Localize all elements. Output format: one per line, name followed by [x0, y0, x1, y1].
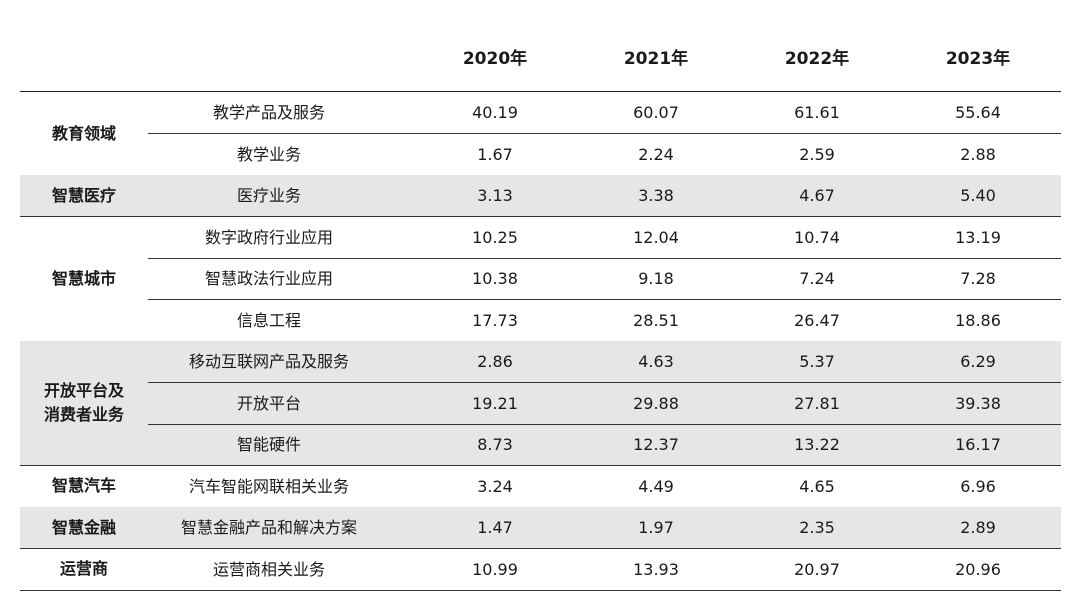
table-group: 智慧医疗 医疗业务 3.13 3.38 4.67 5.40 [20, 175, 1061, 217]
value-cell: 7.24 [757, 258, 877, 300]
table-group: 智慧城市 数字政府行业应用 10.25 12.04 10.74 13.19 智慧政法行业应用… [20, 217, 1061, 342]
value-cell: 40.19 [435, 92, 555, 134]
value-cell: 4.67 [757, 175, 877, 217]
table-row: 医疗业务 3.13 3.38 4.67 5.40 [20, 175, 1061, 217]
value-cell: 29.88 [596, 383, 716, 425]
table-row: 汽车智能网联相关业务 3.24 4.49 4.65 6.96 [20, 466, 1061, 508]
row-item-label: 运营商相关业务 [148, 549, 390, 591]
value-cell: 13.19 [918, 217, 1038, 259]
value-cell: 12.04 [596, 217, 716, 259]
value-cell: 8.73 [435, 424, 555, 466]
value-cell: 10.74 [757, 217, 877, 259]
value-cell: 10.99 [435, 549, 555, 591]
value-cell: 5.37 [757, 341, 877, 383]
table-row: 信息工程 17.73 28.51 26.47 18.86 [20, 300, 1061, 342]
value-cell: 9.18 [596, 258, 716, 300]
table-row: 智慧政法行业应用 10.38 9.18 7.24 7.28 [20, 258, 1061, 300]
year-header: 2023年 [918, 44, 1038, 69]
row-item-label: 智能硬件 [148, 424, 390, 466]
value-cell: 3.38 [596, 175, 716, 217]
table-row: 移动互联网产品及服务 2.86 4.63 5.37 6.29 [20, 341, 1061, 383]
value-cell: 4.49 [596, 466, 716, 508]
table-group: 教育领域 教学产品及服务 40.19 60.07 61.61 55.64 教学业务 1.67 2… [20, 92, 1061, 175]
table-group: 智慧金融 智慧金融产品和解决方案 1.47 1.97 2.35 2.89 [20, 507, 1061, 549]
value-cell: 1.67 [435, 134, 555, 176]
value-cell: 10.25 [435, 217, 555, 259]
table-row: 运营商相关业务 10.99 13.93 20.97 20.96 [20, 549, 1061, 591]
value-cell: 27.81 [757, 383, 877, 425]
table-group: 智慧汽车 汽车智能网联相关业务 3.24 4.49 4.65 6.96 [20, 466, 1061, 508]
value-cell: 7.28 [918, 258, 1038, 300]
value-cell: 6.96 [918, 466, 1038, 508]
row-item-label: 数字政府行业应用 [148, 217, 390, 259]
table-row: 数字政府行业应用 10.25 12.04 10.74 13.19 [20, 217, 1061, 259]
value-cell: 1.47 [435, 507, 555, 549]
value-cell: 19.21 [435, 383, 555, 425]
row-item-label: 教学业务 [148, 134, 390, 176]
value-cell: 61.61 [757, 92, 877, 134]
row-item-label: 移动互联网产品及服务 [148, 341, 390, 383]
value-cell: 26.47 [757, 300, 877, 342]
value-cell: 6.29 [918, 341, 1038, 383]
value-cell: 10.38 [435, 258, 555, 300]
year-header: 2020年 [435, 44, 555, 69]
value-cell: 39.38 [918, 383, 1038, 425]
value-cell: 2.89 [918, 507, 1038, 549]
value-cell: 28.51 [596, 300, 716, 342]
value-cell: 13.22 [757, 424, 877, 466]
value-cell: 12.37 [596, 424, 716, 466]
value-cell: 13.93 [596, 549, 716, 591]
value-cell: 60.07 [596, 92, 716, 134]
row-item-label: 信息工程 [148, 300, 390, 342]
table-row: 智能硬件 8.73 12.37 13.22 16.17 [20, 424, 1061, 466]
table-row: 教学产品及服务 40.19 60.07 61.61 55.64 [20, 92, 1061, 134]
value-cell: 2.24 [596, 134, 716, 176]
value-cell: 55.64 [918, 92, 1038, 134]
table-header: 2020年 2021年 2022年 2023年 [0, 30, 1080, 80]
value-cell: 2.86 [435, 341, 555, 383]
value-cell: 17.73 [435, 300, 555, 342]
year-header: 2022年 [757, 44, 877, 69]
value-cell: 2.35 [757, 507, 877, 549]
value-cell: 18.86 [918, 300, 1038, 342]
table-group: 开放平台及 消费者业务 移动互联网产品及服务 2.86 4.63 5.37 6.29 开放平… [20, 341, 1061, 466]
value-cell: 20.97 [757, 549, 877, 591]
row-item-label: 开放平台 [148, 383, 390, 425]
row-item-label: 教学产品及服务 [148, 92, 390, 134]
year-header: 2021年 [596, 44, 716, 69]
value-cell: 2.59 [757, 134, 877, 176]
table-group: 运营商 运营商相关业务 10.99 13.93 20.97 20.96 [20, 549, 1061, 591]
row-item-label: 智慧政法行业应用 [148, 258, 390, 300]
value-cell: 5.40 [918, 175, 1038, 217]
table-row: 教学业务 1.67 2.24 2.59 2.88 [20, 134, 1061, 176]
row-item-label: 汽车智能网联相关业务 [148, 466, 390, 508]
row-item-label: 智慧金融产品和解决方案 [148, 507, 390, 549]
value-cell: 1.97 [596, 507, 716, 549]
value-cell: 16.17 [918, 424, 1038, 466]
value-cell: 2.88 [918, 134, 1038, 176]
value-cell: 4.65 [757, 466, 877, 508]
table-row: 智慧金融产品和解决方案 1.47 1.97 2.35 2.89 [20, 507, 1061, 549]
table-row: 开放平台 19.21 29.88 27.81 39.38 [20, 383, 1061, 425]
value-cell: 3.13 [435, 175, 555, 217]
row-divider [20, 590, 1061, 591]
value-cell: 20.96 [918, 549, 1038, 591]
value-cell: 3.24 [435, 466, 555, 508]
row-item-label: 医疗业务 [148, 175, 390, 217]
value-cell: 4.63 [596, 341, 716, 383]
